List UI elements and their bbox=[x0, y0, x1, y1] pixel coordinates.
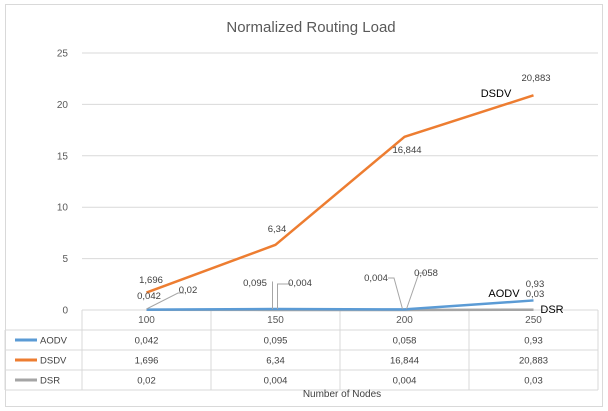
label-leader-lines bbox=[146, 272, 425, 310]
legend-label-aodv: AODV bbox=[40, 336, 68, 347]
table-cell: 20,883 bbox=[519, 356, 548, 367]
series-annotation-dsdv: DSDV bbox=[481, 88, 512, 100]
data-label: 0,93 bbox=[526, 279, 545, 290]
y-axis-ticks: 0 5 10 15 20 25 bbox=[57, 49, 69, 317]
leader-line bbox=[146, 292, 184, 310]
data-label: 0,004 bbox=[288, 278, 312, 289]
data-label: 1,696 bbox=[139, 275, 163, 286]
gridlines bbox=[82, 52, 598, 311]
table-cell: 0,058 bbox=[393, 336, 417, 347]
x-tick-label: 150 bbox=[267, 315, 284, 326]
table-cell: 0,02 bbox=[137, 376, 156, 387]
table-cell: 0,042 bbox=[135, 336, 159, 347]
y-tick-label: 10 bbox=[57, 203, 69, 214]
series-annotation-dsr: DSR bbox=[540, 304, 563, 316]
chart-frame bbox=[5, 4, 603, 407]
y-tick-label: 0 bbox=[62, 306, 68, 317]
legend-label-dsr: DSR bbox=[40, 376, 60, 387]
data-label: 0,095 bbox=[243, 278, 267, 289]
data-label: 16,844 bbox=[392, 145, 421, 156]
series-annotation-aodv: AODV bbox=[488, 288, 520, 300]
series-line-dsdv bbox=[146, 94, 534, 294]
y-tick-label: 25 bbox=[57, 49, 69, 60]
x-axis-title: Number of Nodes bbox=[303, 389, 381, 400]
table-cell: 1,696 bbox=[135, 356, 159, 367]
table-cell: 16,844 bbox=[390, 356, 419, 367]
leader-line bbox=[272, 281, 273, 309]
data-table: 100 150 200 250 AODV 0,042 0,095 0,058 0,93 DSDV 1… bbox=[4, 309, 599, 391]
data-label: 0,03 bbox=[526, 289, 545, 300]
series-line-aodv bbox=[146, 299, 534, 311]
data-label: 0,058 bbox=[414, 268, 438, 279]
table-cell: 0,93 bbox=[524, 336, 543, 347]
data-label: 20,883 bbox=[521, 73, 550, 84]
leader-line bbox=[406, 272, 425, 310]
table-cell: 0,004 bbox=[264, 376, 288, 387]
legend-label-dsdv: DSDV bbox=[40, 356, 67, 367]
y-tick-label: 15 bbox=[57, 151, 69, 162]
data-label: 0,042 bbox=[137, 291, 161, 302]
chart-title: Normalized Routing Load bbox=[226, 19, 395, 36]
data-label: 0,02 bbox=[179, 285, 198, 296]
data-label: 0,004 bbox=[364, 273, 388, 284]
series-lines bbox=[146, 94, 534, 312]
x-tick-label: 200 bbox=[396, 315, 413, 326]
data-label: 6,34 bbox=[268, 224, 287, 235]
table-cell: 0,004 bbox=[393, 376, 417, 387]
x-tick-label: 250 bbox=[525, 315, 542, 326]
data-labels: 1,696 0,042 0,02 0,095 0,004 6,34 0,004 0,058 16… bbox=[137, 73, 564, 316]
x-tick-label: 100 bbox=[138, 315, 155, 326]
table-cell: 6,34 bbox=[266, 356, 285, 367]
table-cell: 0,095 bbox=[264, 336, 288, 347]
y-tick-label: 20 bbox=[57, 100, 69, 111]
table-cell: 0,03 bbox=[524, 376, 543, 387]
leader-line bbox=[277, 283, 291, 309]
y-tick-label: 5 bbox=[62, 254, 68, 265]
leader-line bbox=[388, 277, 403, 310]
